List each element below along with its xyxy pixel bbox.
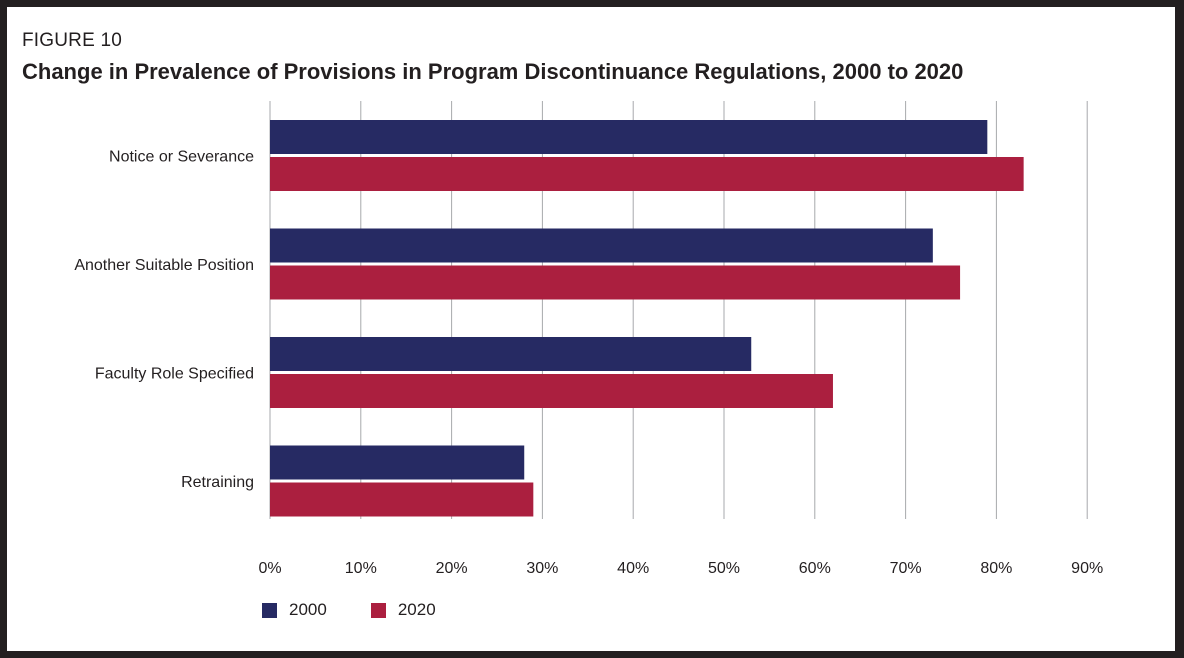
category-label: Retraining <box>181 474 254 491</box>
bar-2020 <box>270 374 833 408</box>
bar-2020 <box>270 482 534 517</box>
x-tick-label: 0% <box>258 560 281 577</box>
bars <box>270 120 1024 517</box>
chart-title: Change in Prevalence of Provisions in Pr… <box>22 59 964 84</box>
x-tick-label: 40% <box>617 560 649 577</box>
x-axis-tick-labels: 0% 10% 20% 30% 40% 50% 60% 70% 80% 90% <box>258 560 1103 577</box>
x-tick-label: 20% <box>436 560 468 577</box>
bar-2000 <box>270 228 933 263</box>
x-tick-label: 70% <box>890 560 922 577</box>
x-tick-label: 30% <box>526 560 558 577</box>
legend: 2000 2020 <box>262 600 480 620</box>
bar-2000 <box>270 337 752 371</box>
figure-panel <box>7 7 1175 651</box>
category-label: Another Suitable Position <box>74 257 254 274</box>
category-label: Faculty Role Specified <box>95 366 254 383</box>
x-tick-label: 60% <box>799 560 831 577</box>
bar-2020 <box>270 265 961 300</box>
legend-label-2000: 2000 <box>289 600 327 619</box>
x-tick-label: 80% <box>980 560 1012 577</box>
legend-label-2020: 2020 <box>397 600 436 619</box>
legend-swatch-2000 <box>262 602 277 618</box>
category-label: Notice or Severance <box>109 149 254 166</box>
bar-2020 <box>270 157 1024 191</box>
figure-label: FIGURE 10 <box>22 30 122 51</box>
x-tick-label: 50% <box>708 560 740 577</box>
legend-item-2020: 2020 <box>370 600 436 620</box>
legend-swatch-2020 <box>370 602 386 618</box>
bar-2000 <box>270 120 988 154</box>
x-tick-label: 10% <box>345 560 377 577</box>
legend-item-2000: 2000 <box>262 600 327 620</box>
bar-2000 <box>270 445 525 480</box>
category-labels: Notice or Severance Another Suitable Posi… <box>74 149 254 492</box>
x-tick-label: 90% <box>1071 560 1103 577</box>
